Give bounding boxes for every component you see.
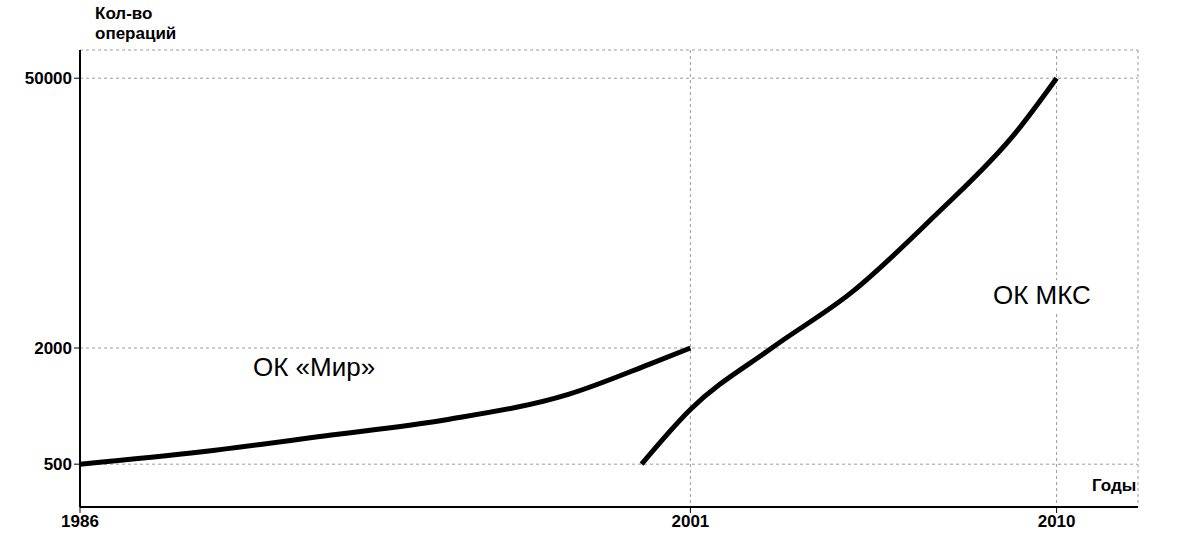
html-text:ОК МКС: ОК МКС <box>993 280 1091 310</box>
html-text:ОК «Мир»: ОК «Мир» <box>253 352 376 382</box>
svg-text:2010: 2010 <box>1038 512 1076 531</box>
svg-text:50000: 50000 <box>25 69 72 88</box>
svg-text:500: 500 <box>44 455 72 474</box>
svg-text:1986: 1986 <box>61 512 99 531</box>
svg-text:2000: 2000 <box>34 339 72 358</box>
html-text:Кол-во операций: Кол-во операций <box>95 4 177 43</box>
html-text:Годы: Годы <box>1092 476 1137 495</box>
svg-text:2001: 2001 <box>671 512 709 531</box>
